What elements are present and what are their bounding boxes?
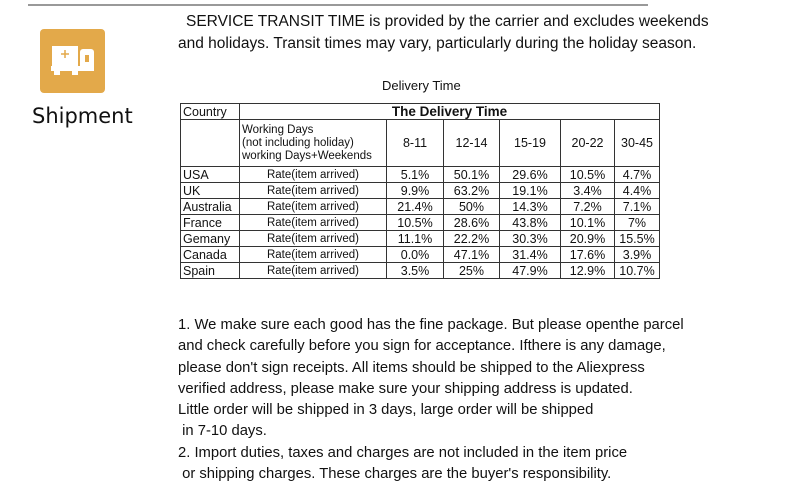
rate-value: 22.2% <box>443 230 500 247</box>
header-line: (not including holiday) <box>242 136 354 149</box>
rate-label: Rate(item arrived) <box>239 214 387 231</box>
column-header: 12-14 <box>443 119 500 167</box>
intro-text: SERVICE TRANSIT TIME is provided by the … <box>178 11 778 55</box>
rate-value: 4.7% <box>614 166 660 183</box>
rate-value: 10.5% <box>386 214 444 231</box>
country-cell: Gemany <box>180 230 240 247</box>
rate-value: 20.9% <box>560 230 615 247</box>
table-caption: Delivery Time <box>382 78 461 93</box>
rate-label: Rate(item arrived) <box>239 182 387 199</box>
rate-value: 43.8% <box>499 214 561 231</box>
column-header: 30-45 <box>614 119 660 167</box>
rate-value: 29.6% <box>499 166 561 183</box>
rate-value: 63.2% <box>443 182 500 199</box>
rate-value: 31.4% <box>499 246 561 263</box>
rate-value: 12.9% <box>560 262 615 279</box>
rate-value: 21.4% <box>386 198 444 215</box>
group-header: The Delivery Time <box>239 103 660 120</box>
country-cell: Canada <box>180 246 240 263</box>
note-line: or shipping charges. These charges are t… <box>178 466 612 483</box>
header-line: working Days+Weekends <box>242 149 372 162</box>
rate-value: 50% <box>443 198 500 215</box>
rate-value: 7% <box>614 214 660 231</box>
rate-value: 5.1% <box>386 166 444 183</box>
rate-value: 17.6% <box>560 246 615 263</box>
note-line: Little order will be shipped in 3 days, … <box>178 402 594 419</box>
delivery-table: Country The Delivery Time Working Days (… <box>180 103 660 279</box>
column-header: 20-22 <box>560 119 615 167</box>
rate-value: 10.1% <box>560 214 615 231</box>
section-title: Shipment <box>32 104 133 128</box>
rate-label: Rate(item arrived) <box>239 166 387 183</box>
rate-value: 9.9% <box>386 182 444 199</box>
rate-value: 3.4% <box>560 182 615 199</box>
table-row: France Rate(item arrived) 10.5% 28.6% 43.8% 1… <box>180 214 660 231</box>
rate-value: 15.5% <box>614 230 660 247</box>
rate-value: 47.1% <box>443 246 500 263</box>
rate-label: Rate(item arrived) <box>239 198 387 215</box>
column-header: 15-19 <box>499 119 561 167</box>
rate-value: 10.5% <box>560 166 615 183</box>
rate-value: 7.2% <box>560 198 615 215</box>
note-line: 1. We make sure each good has the fine p… <box>178 317 684 333</box>
country-header: Country <box>180 103 240 120</box>
table-row: Gemany Rate(item arrived) 11.1% 22.2% 30.3% 2… <box>180 230 660 247</box>
country-cell: UK <box>180 182 240 199</box>
note-line: please don't sign receipts. All items sh… <box>178 359 645 376</box>
country-cell: Spain <box>180 262 240 279</box>
rate-label: Rate(item arrived) <box>239 262 387 279</box>
country-cell: Australia <box>180 198 240 215</box>
rate-label: Rate(item arrived) <box>239 230 387 247</box>
header-line: Working Days <box>242 123 314 136</box>
rate-value: 11.1% <box>386 230 444 247</box>
note-line: and check carefully before you sign for … <box>178 338 666 355</box>
country-cell: France <box>180 214 240 231</box>
table-row: Australia Rate(item arrived) 21.4% 50% 14.3%… <box>180 198 660 215</box>
rate-label: Rate(item arrived) <box>239 246 387 263</box>
rate-value: 19.1% <box>499 182 561 199</box>
rate-value: 25% <box>443 262 500 279</box>
note-line: verified address, please make sure your … <box>178 380 633 397</box>
country-cell: USA <box>180 166 240 183</box>
table-row: USA Rate(item arrived) 5.1% 50.1% 29.6% 10.5%… <box>180 166 660 183</box>
divider <box>170 4 648 6</box>
column-header: 8-11 <box>386 119 444 167</box>
rate-value: 4.4% <box>614 182 660 199</box>
rate-value: 30.3% <box>499 230 561 247</box>
rate-value: 0.0% <box>386 246 444 263</box>
intro-line: SERVICE TRANSIT TIME is provided by the … <box>186 13 709 30</box>
table-row: Spain Rate(item arrived) 3.5% 25% 47.9% 12.9%… <box>180 262 660 279</box>
rate-value: 3.5% <box>386 262 444 279</box>
empty-cell <box>180 119 240 167</box>
intro-line: and holidays. Transit times may vary, pa… <box>178 35 697 52</box>
rate-value: 50.1% <box>443 166 500 183</box>
table-row: Canada Rate(item arrived) 0.0% 47.1% 31.4% 17… <box>180 246 660 263</box>
rate-value: 14.3% <box>499 198 561 215</box>
note-line: in 7-10 days. <box>178 423 267 440</box>
notes: 1. We make sure each good has the fine p… <box>178 315 788 485</box>
note-line: 2. Import duties, taxes and charges are … <box>178 444 628 461</box>
rate-value: 3.9% <box>614 246 660 263</box>
working-days-header: Working Days (not including holiday) wor… <box>239 119 387 167</box>
rate-value: 10.7% <box>614 262 660 279</box>
rate-value: 28.6% <box>443 214 500 231</box>
rate-value: 7.1% <box>614 198 660 215</box>
rate-value: 47.9% <box>499 262 561 279</box>
table-row: UK Rate(item arrived) 9.9% 63.2% 19.1% 3.4% 4.… <box>180 182 660 199</box>
truck-icon <box>40 29 105 93</box>
